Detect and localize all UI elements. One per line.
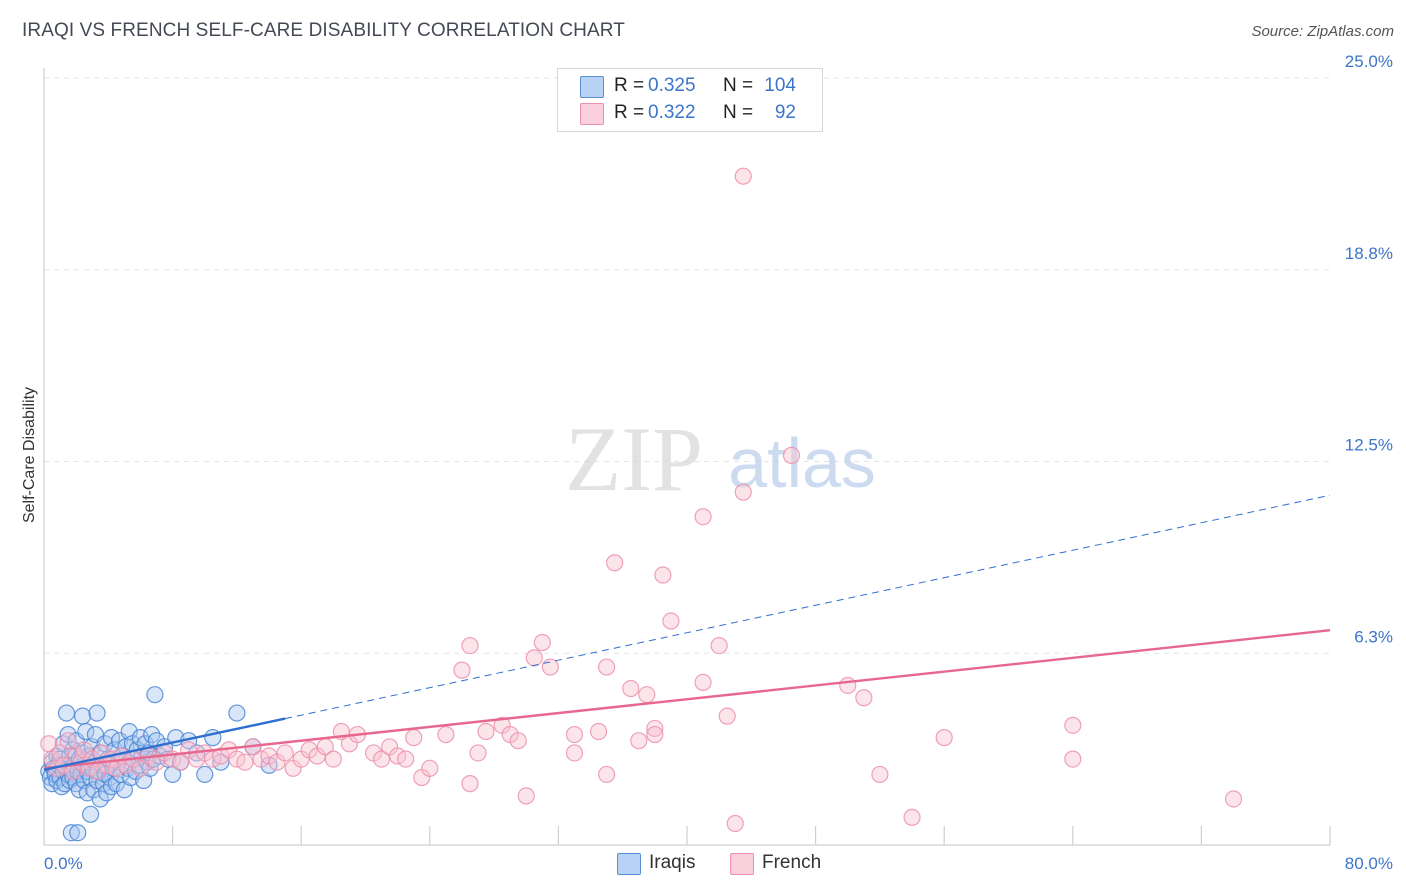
watermark-atlas: atlas xyxy=(728,424,876,502)
french-legend-swatch xyxy=(730,853,754,875)
french-point xyxy=(646,719,664,738)
iraqis-point xyxy=(146,686,164,704)
french-point xyxy=(638,686,656,704)
iraqis-trend-extension xyxy=(285,494,1331,720)
french-point xyxy=(117,756,135,774)
n-value: 104 xyxy=(764,75,796,96)
iraqis-point xyxy=(228,704,246,722)
french-point xyxy=(662,612,680,630)
french-point xyxy=(782,446,801,464)
french-legend-label: French xyxy=(762,852,822,873)
y-tick-label: 18.8% xyxy=(1345,244,1393,263)
r-label: R = xyxy=(614,75,645,96)
french-point xyxy=(598,765,616,784)
iraqis-point xyxy=(62,824,80,842)
french-point xyxy=(469,744,487,762)
n-label: N = xyxy=(723,75,754,96)
french-point xyxy=(1064,716,1082,734)
french-point xyxy=(589,722,608,741)
french-point xyxy=(726,814,744,833)
french-point xyxy=(405,729,423,747)
french-point xyxy=(654,566,672,584)
french-point xyxy=(525,649,543,667)
y-tick-label: 12.5% xyxy=(1345,436,1393,455)
french-point xyxy=(565,725,584,744)
french-point xyxy=(421,759,439,777)
gridlines xyxy=(44,77,1330,654)
french-point xyxy=(372,750,391,768)
y-tick-label: 6.3% xyxy=(1354,627,1393,646)
n-label: N = xyxy=(723,102,754,123)
french-point xyxy=(694,673,712,691)
iraqis-point xyxy=(57,704,76,722)
x-tick-label-max: 80.0% xyxy=(1345,854,1393,873)
french-point xyxy=(622,679,640,698)
r-label: R = xyxy=(614,102,645,123)
iraqis-point xyxy=(77,722,95,741)
n-value: 92 xyxy=(774,102,796,123)
source-credit: Source: ZipAtlas.com xyxy=(1251,23,1394,40)
french-point xyxy=(236,753,254,771)
french-point xyxy=(533,633,551,652)
iraqis-trend-line xyxy=(43,717,286,772)
french-point xyxy=(718,707,736,725)
french-point xyxy=(710,636,728,655)
french-point xyxy=(131,759,150,777)
tick-labels: 6.3% 12.5% 18.8% 25.0% 0.0% 80.0% xyxy=(44,52,1393,873)
iraqis-point xyxy=(141,759,159,777)
french-point xyxy=(541,658,559,676)
french-point xyxy=(565,744,584,762)
legend-row-french: R = 0.322 N = 92 xyxy=(558,100,822,126)
chart-title: IRAQI VS FRENCH SELF-CARE DISABILITY COR… xyxy=(22,20,625,41)
french-point xyxy=(646,725,664,744)
french-point xyxy=(839,676,857,695)
french-point xyxy=(903,808,921,826)
correlation-legend: R = 0.325 N = 104 R = 0.322 N = 92 xyxy=(557,68,823,132)
french-point xyxy=(935,729,953,747)
iraqis-point xyxy=(82,805,100,823)
y-tick-label: 25.0% xyxy=(1345,52,1393,71)
french-point xyxy=(461,775,479,793)
r-value: 0.322 xyxy=(648,102,696,123)
french-point xyxy=(694,508,712,526)
x-tick-label-min: 0.0% xyxy=(44,854,83,873)
iraqis-point xyxy=(164,765,182,784)
french-point xyxy=(437,725,455,744)
french-point xyxy=(734,483,752,501)
french-point xyxy=(477,722,495,741)
iraqis-point xyxy=(88,704,106,722)
french-point xyxy=(871,765,889,784)
french-point xyxy=(461,636,479,655)
french-point xyxy=(59,732,77,750)
iraqis-legend-swatch xyxy=(617,853,641,875)
french-point xyxy=(598,658,616,676)
iraqis-legend-label: Iraqis xyxy=(649,852,696,873)
french-swatch xyxy=(580,103,604,125)
axes xyxy=(43,68,1331,846)
french-point xyxy=(1064,750,1082,768)
french-point xyxy=(453,661,471,679)
iraqis-swatch xyxy=(580,76,604,98)
french-point xyxy=(509,732,527,750)
french-point xyxy=(397,750,415,768)
french-point xyxy=(734,167,752,185)
french-point xyxy=(324,750,342,768)
r-value: 0.325 xyxy=(648,75,696,96)
french-point xyxy=(1224,790,1243,808)
trend-lines xyxy=(43,494,1331,772)
french-point xyxy=(517,787,535,805)
legend-row-iraqis: R = 0.325 N = 104 xyxy=(558,73,822,99)
french-trend-line xyxy=(43,629,1331,770)
watermark-zip: ZIP xyxy=(565,408,703,510)
iraqis-point xyxy=(196,765,214,784)
iraqis-point xyxy=(69,824,87,842)
iraqis-point xyxy=(85,781,103,799)
french-point xyxy=(630,732,648,750)
iraqis-point xyxy=(73,707,92,725)
french-point xyxy=(606,554,624,572)
french-point xyxy=(276,744,294,762)
french-point xyxy=(855,689,873,707)
iraqis-point xyxy=(102,778,121,796)
